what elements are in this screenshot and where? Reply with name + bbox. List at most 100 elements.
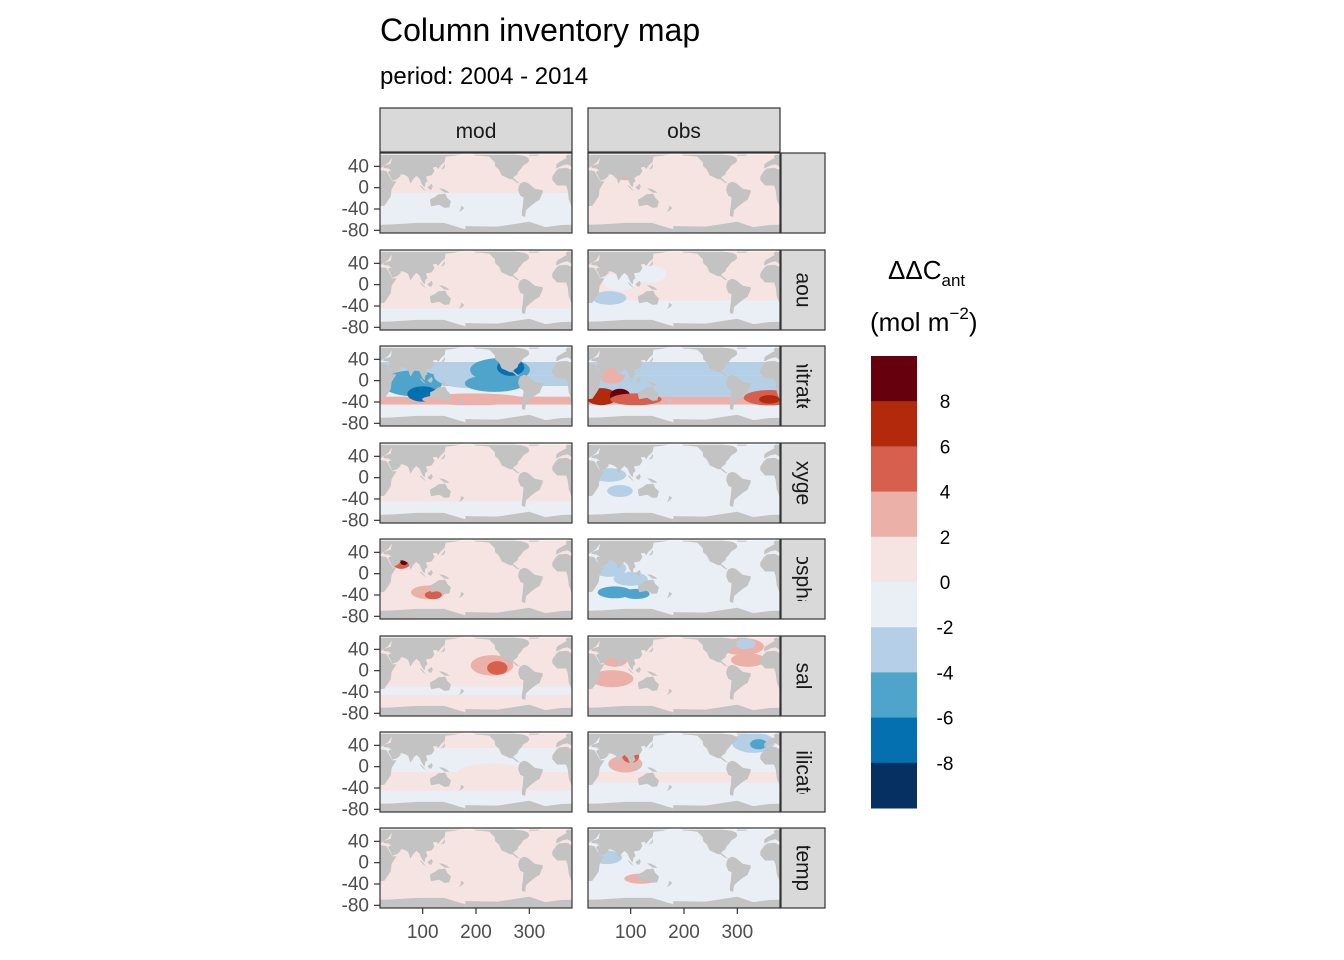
land-central-america [509,371,521,377]
anomaly-band [588,686,780,695]
land-australia [430,868,451,883]
land-nzealand [666,784,673,792]
y-tick-label: 40 [348,349,369,370]
land-europe [380,153,394,168]
land-newguinea [647,381,658,386]
land-japan [839,743,845,750]
land-japan [646,549,654,558]
land-arabia [596,170,609,181]
figure-subtitle: period: 2004 - 2014 [380,63,588,90]
land-europe [380,346,394,361]
land-india [613,365,625,377]
panel-top-edge [588,636,780,638]
land-india [613,269,625,281]
land-north-america [471,153,530,180]
land-south-america [726,567,751,603]
land-north-america [471,732,530,759]
column-strip-obs: obs [587,107,781,153]
land-japan [646,453,654,462]
anomaly-band [588,761,780,772]
land-japan [839,550,845,557]
land-borneo [427,376,433,383]
land-africa [380,845,397,882]
panel-obs-temp [588,828,943,908]
land-japan [646,742,654,751]
y-tick-label: 40 [348,639,369,660]
legend-tick-label: -8 [937,754,954,775]
panel-top-edge [380,828,572,830]
anomaly-band [588,665,780,676]
land-europe [588,636,602,651]
panel-border [379,249,573,331]
anomaly-band [588,300,780,309]
land-india [613,655,625,667]
land-africa [760,457,780,497]
land-antarctica [673,221,780,233]
land-borneo [635,473,641,480]
anomaly-patch [487,661,508,675]
land-south-america [726,664,751,700]
land-asia [591,539,673,574]
land-borneo [427,858,433,865]
anomaly-band [588,203,780,212]
y-tick-label: 40 [348,156,369,177]
land-south-america [918,857,943,892]
anomaly-patch [464,374,525,392]
land-newguinea [839,574,849,579]
land-africa [588,556,605,593]
anomaly-patch [590,670,634,688]
land-australia [430,579,451,594]
y-axes: 400-40-80400-40-80400-40-80400-40-80400-… [342,156,380,916]
panel-border [379,635,573,717]
panel-border [587,538,781,620]
land-borneo [427,473,433,480]
land-asia [383,346,465,381]
land-australia [830,387,851,401]
land-sumatra [628,475,634,481]
land-sumatra [628,282,634,288]
legend-bin [871,582,917,628]
land-india [405,655,417,667]
y-tick-label: -80 [342,317,369,338]
land-borneo [635,762,641,769]
land-antarctica [588,319,674,330]
y-axis-nitrate: 400-40-80 [342,349,380,434]
panel-obs-aou [588,250,780,330]
land-central-america [509,178,521,184]
land-africa [760,167,780,207]
legend-tick-label: -2 [937,618,954,639]
land-nzealand [458,688,465,696]
land-newguinea [439,285,450,290]
land-newguinea [839,188,849,193]
land-antarctica [380,512,466,523]
x-tick-label: 300 [513,922,545,943]
land-india [405,462,417,474]
land-japan [839,839,845,846]
colorbar-legend: ΔΔCant (mol m−2) 8 6 4 2 0 -2 -4 -6 -8 [870,255,978,809]
land-borneo [635,569,641,576]
row-strip-label: sal [792,663,815,690]
land-australia [830,773,851,787]
land-borneo [828,667,833,673]
anomaly-band [380,203,572,212]
anomaly-band [380,182,572,193]
land-nzealand [666,688,673,696]
panel-mod-total [380,153,572,233]
land-borneo [427,762,433,769]
legend-title-sub: ant [942,271,966,290]
panel-top-edge [380,153,572,155]
y-tick-label: 40 [348,542,369,563]
land-antarctica [673,800,780,812]
land-nzealand [458,591,465,599]
land-south-america [518,181,543,217]
land-europe [764,539,780,555]
land-australia [430,193,451,208]
anomaly-band [588,396,780,405]
row-strip-silicate: silicate [780,731,826,813]
land-central-america [509,853,521,859]
land-australia [830,677,851,691]
land-europe [764,443,780,459]
land-europe [764,828,780,844]
land-sumatra [420,764,426,770]
row-strip-label: phosphate [792,530,815,628]
